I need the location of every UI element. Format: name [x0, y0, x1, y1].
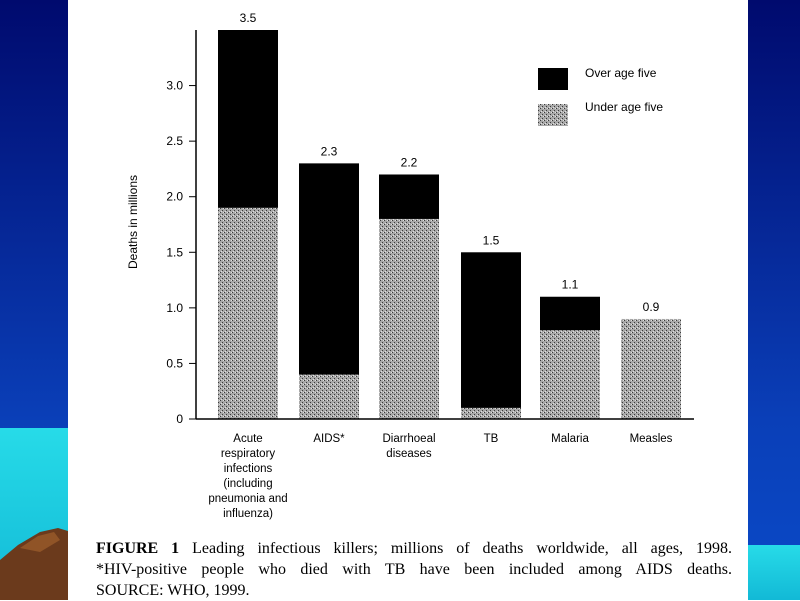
- bar-total-label: 0.9: [643, 300, 660, 314]
- y-axis-label: Deaths in millions: [126, 175, 140, 269]
- bar-total-label: 2.2: [401, 155, 418, 169]
- y-tick-label: 0: [176, 412, 183, 426]
- x-category-label: (including: [223, 478, 272, 490]
- bar-under-age-five: [299, 374, 359, 419]
- x-category-label: Diarrhoeal: [382, 433, 435, 445]
- legend-swatch-over-age-five: [538, 68, 568, 90]
- bar-over-age-five: [218, 30, 278, 208]
- y-tick-label: 0.5: [166, 356, 183, 370]
- bar-total-label: 3.5: [240, 11, 257, 25]
- caption-line-2: *HIV-positive people who died with TB ha…: [96, 561, 732, 578]
- x-category-label: infections: [224, 463, 273, 475]
- legend-label-over-age-five: Over age five: [585, 66, 657, 80]
- x-category-label: Measles: [630, 433, 673, 445]
- x-category-label: influenza): [223, 508, 273, 520]
- bar-total-label: 1.5: [483, 233, 500, 247]
- x-category-label: respiratory: [221, 448, 276, 460]
- x-category-label: Malaria: [551, 433, 589, 445]
- y-tick-label: 3.0: [166, 79, 183, 93]
- bar-under-age-five: [540, 330, 600, 419]
- bar-total-label: 2.3: [321, 144, 338, 158]
- y-tick-label: 2.0: [166, 190, 183, 204]
- y-tick-label: 1.0: [166, 301, 183, 315]
- bar-over-age-five: [540, 296, 600, 331]
- caption-line-3: SOURCE: WHO, 1999.: [96, 582, 250, 599]
- x-category-label: diseases: [386, 448, 432, 460]
- x-category-label: AIDS*: [313, 433, 345, 445]
- bar-over-age-five: [299, 163, 359, 375]
- bar-under-age-five: [461, 407, 521, 419]
- bar-over-age-five: [379, 174, 439, 219]
- sea-band-right: [748, 545, 800, 600]
- bar-total-label: 1.1: [562, 278, 579, 292]
- bar-under-age-five: [621, 318, 681, 419]
- caption-text: Leading infectious killers; millions of …: [192, 540, 732, 557]
- caption-figure-label: FIGURE 1: [96, 540, 180, 557]
- x-category-label: Acute: [233, 433, 262, 445]
- bar-under-age-five: [218, 207, 278, 419]
- island-shape: [0, 528, 68, 600]
- caption-line-1: FIGURE 1 Leading infectious killers; mil…: [96, 538, 732, 559]
- x-category-label: pneumonia and: [208, 493, 287, 505]
- x-category-label: TB: [484, 433, 499, 445]
- y-tick-label: 2.5: [166, 134, 183, 148]
- y-tick-label: 1.5: [166, 245, 183, 259]
- island-highlight: [20, 532, 60, 552]
- legend: Over age five Under age five: [538, 66, 663, 126]
- legend-label-under-age-five: Under age five: [585, 100, 663, 114]
- legend-swatch-under-age-five: [538, 104, 568, 126]
- bar-over-age-five: [461, 252, 521, 408]
- figure-caption: FIGURE 1 Leading infectious killers; mil…: [96, 538, 732, 601]
- bar-under-age-five: [379, 218, 439, 419]
